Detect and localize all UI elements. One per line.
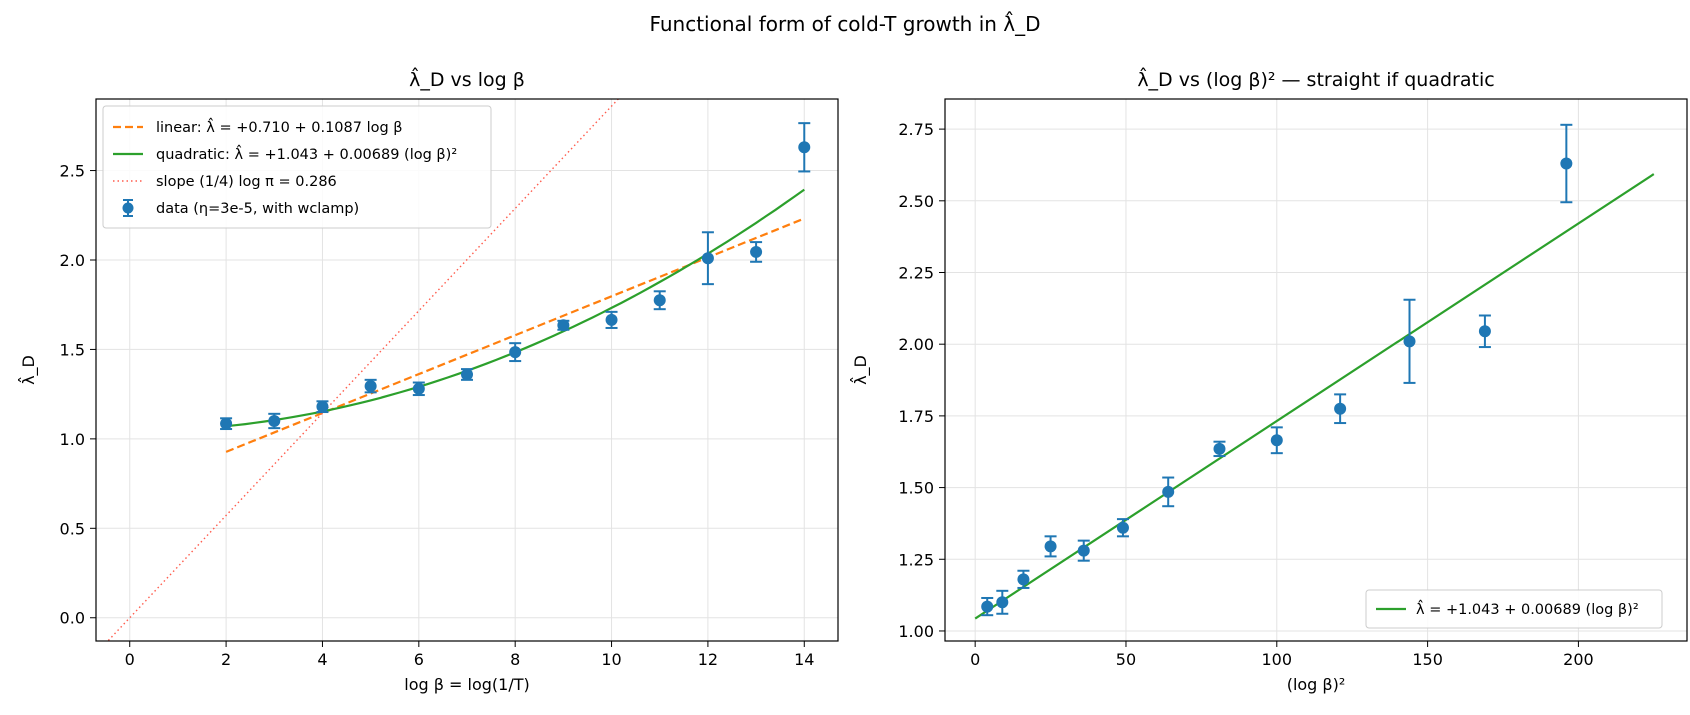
y-tick-label: 2.0 <box>60 251 85 270</box>
data-point <box>996 596 1009 609</box>
y-tick-label: 0.0 <box>60 609 85 628</box>
data-point <box>412 382 425 395</box>
legend-box <box>1365 589 1663 629</box>
y-tick-label: 1.75 <box>898 407 934 426</box>
y-tick-label: 2.5 <box>60 162 85 181</box>
data-point <box>653 294 666 307</box>
x-axis-label: (log β)² <box>1287 675 1346 694</box>
data-point <box>509 346 522 359</box>
data-point <box>1403 335 1416 348</box>
data-point <box>1116 521 1129 534</box>
x-tick-label: 12 <box>698 650 718 669</box>
axes-title: λ̂_D vs log β <box>409 67 525 91</box>
axes-title: λ̂_D vs (log β)² — straight if quadratic <box>1137 67 1494 91</box>
legend-label: slope (1/4) log π = 0.286 <box>156 174 337 190</box>
x-tick-label: 14 <box>794 650 814 669</box>
data-point <box>1560 157 1573 170</box>
data-point <box>461 368 473 381</box>
fit-lines <box>974 173 1655 620</box>
fit-lines <box>106 99 805 641</box>
data-point <box>1213 442 1226 455</box>
y-axis-label: λ̂_D <box>18 355 39 385</box>
data-point <box>364 380 377 393</box>
y-tick-label: 1.50 <box>898 479 934 498</box>
axes-frame <box>95 98 839 642</box>
data-point <box>1077 544 1090 557</box>
data-point <box>220 417 233 430</box>
x-tick-label: 6 <box>414 650 424 669</box>
x-tick-label: 10 <box>601 650 621 669</box>
legend-label: data (η=3e-5, with wclamp) <box>156 201 359 217</box>
data-point <box>701 252 714 265</box>
data-point <box>1044 540 1057 553</box>
x-tick-label: 8 <box>510 650 520 669</box>
data-point <box>798 141 811 154</box>
y-tick-label: 2.75 <box>898 120 934 139</box>
right-panel: 0 50 100 150 200 1.00 1.25 1.50 1.75 2.00 2.25 2.50… <box>850 67 1688 694</box>
x-tick-label: 0 <box>970 650 980 669</box>
legend-label: quadratic: λ̂ = +1.043 + 0.00689 (log β)… <box>156 144 457 163</box>
axes-frame <box>944 98 1688 642</box>
data-point <box>750 245 763 258</box>
x-tick-label: 0 <box>125 650 135 669</box>
y-tick-label: 1.5 <box>60 340 85 359</box>
fit-line-linear-0 <box>974 173 1655 620</box>
y-tick-label: 1.0 <box>60 430 85 449</box>
legend-box <box>102 105 492 229</box>
y-axis-label: λ̂_D <box>850 355 871 385</box>
x-tick-label: 100 <box>1262 650 1293 669</box>
x-tick-label: 200 <box>1563 650 1594 669</box>
data-point <box>1478 325 1491 338</box>
x-tick-label: 2 <box>221 650 231 669</box>
data-point <box>557 319 570 332</box>
data-point <box>1017 573 1030 586</box>
y-tick-label: 0.5 <box>60 519 85 538</box>
y-tick-label: 1.25 <box>898 550 934 569</box>
data-point <box>1334 402 1347 415</box>
data-point <box>268 414 281 427</box>
legend-swatch-point <box>122 202 134 214</box>
data-point <box>605 313 618 326</box>
y-tick-label: 2.00 <box>898 335 934 354</box>
legend-label: λ̂ = +1.043 + 0.00689 (log β)² <box>1416 599 1639 618</box>
x-tick-label: 150 <box>1412 650 1443 669</box>
x-tick-label: 50 <box>1116 650 1136 669</box>
figure-suptitle: Functional form of cold-T growth in λ̂_D <box>649 11 1040 36</box>
y-tick-label: 2.50 <box>898 192 934 211</box>
fit-line-linear-2 <box>106 99 620 641</box>
x-tick-label: 4 <box>317 650 327 669</box>
data-point <box>316 400 329 413</box>
left-panel: 0 2 4 6 8 10 12 14 0.0 0.5 1.0 1.5 2.0 2.5 λ̂_D vs log… <box>18 67 839 694</box>
x-axis-label: log β = log(1/T) <box>404 675 529 694</box>
data-point <box>1162 485 1175 498</box>
legend-label: linear: λ̂ = +0.710 + 0.1087 log β <box>156 117 403 136</box>
y-tick-label: 2.25 <box>898 263 934 282</box>
y-tick-label: 1.00 <box>898 622 934 641</box>
data-point <box>981 600 994 613</box>
data-point <box>1270 434 1283 447</box>
